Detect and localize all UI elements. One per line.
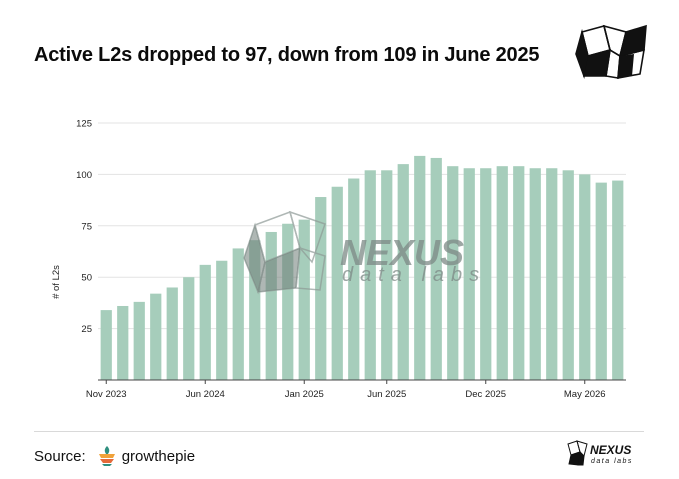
bar: Jul 2025: 108 — [430, 157, 442, 380]
bar: Jun 2026: 97 — [612, 180, 624, 380]
growthepie-logo-icon — [98, 446, 115, 466]
bar: Jan 2026: 103 — [529, 168, 541, 380]
watermark-brand: NEXUS — [340, 232, 464, 273]
bar: Nov 2025: 104 — [496, 166, 508, 380]
bar: Jun 2025: 109 — [414, 155, 426, 380]
chart-title: Active L2s dropped to 97, down from 109 … — [34, 44, 540, 66]
y-axis-label: # of L2s — [51, 265, 62, 299]
nexus-logo-icon — [575, 24, 647, 79]
x-tick-label: Dec 2025 — [465, 389, 506, 400]
footer-divider — [34, 431, 644, 432]
bar: Mar 2024: 45 — [166, 287, 178, 380]
footer-brand-sub: data labs — [591, 458, 633, 465]
watermark-sub: data labs — [342, 264, 486, 286]
bar: Oct 2025: 103 — [480, 168, 492, 380]
bar: Feb 2025: 98 — [348, 178, 360, 380]
x-tick-label: May 2026 — [564, 389, 606, 400]
bar: Mar 2026: 102 — [562, 170, 574, 380]
bar-chart: 25 50 75 100 125 Nov 2023: 34 Dec 2023: 36 Jan… — [51, 119, 626, 400]
footer-source: Source: growthepie — [34, 445, 195, 467]
bar: Jul 2024: 64 — [232, 248, 244, 380]
bar: Nov 2023: 34 — [100, 310, 112, 380]
footer-brand: NEXUS — [590, 443, 631, 457]
x-tick-label: Jun 2024 — [186, 389, 225, 400]
bar: Jan 2024: 38 — [133, 301, 145, 380]
bar: Dec 2025: 104 — [513, 166, 525, 380]
nexus-footer-logo: NEXUS data labs — [567, 440, 633, 466]
source-name[interactable]: growthepie — [121, 447, 196, 465]
bar: Feb 2026: 103 — [546, 168, 558, 380]
bar: Sep 2024: 72 — [265, 231, 277, 380]
bar: May 2025: 105 — [397, 164, 409, 380]
bar: Jun 2024: 58 — [216, 260, 228, 380]
bar: Sep 2025: 103 — [463, 168, 475, 380]
bar: May 2024: 56 — [199, 264, 211, 380]
bar: Jan 2025: 94 — [331, 186, 343, 380]
bar: Apr 2026: 100 — [579, 174, 591, 380]
x-tick-label: Jun 2025 — [367, 389, 406, 400]
y-tick-label: 100 — [76, 170, 92, 181]
axes: Nov 2023 Jun 2024 Jan 2025 Jun 2025 Dec 2025… — [86, 379, 626, 400]
bar: Mar 2025: 102 — [364, 170, 376, 380]
y-tick-label: 125 — [76, 119, 92, 130]
bar: Apr 2024: 50 — [183, 277, 195, 380]
bar: Dec 2023: 36 — [117, 305, 129, 380]
source-label: Source: — [34, 447, 86, 465]
bars: Nov 2023: 34 Dec 2023: 36 Jan 2024: 38 Feb … — [100, 155, 624, 380]
x-tick-label: Nov 2023 — [86, 389, 127, 400]
y-tick-label: 25 — [81, 324, 92, 335]
bar: Aug 2025: 104 — [447, 166, 459, 380]
y-tick-label: 50 — [81, 273, 92, 284]
bar: May 2026: 96 — [595, 182, 607, 380]
bar: Oct 2024: 76 — [282, 223, 294, 380]
bar: Aug 2024: 68 — [249, 240, 261, 380]
x-tick-label: Jan 2025 — [285, 389, 324, 400]
y-tick-label: 75 — [81, 221, 92, 232]
bar: Nov 2024: 78 — [298, 219, 310, 380]
nexus-watermark: NEXUS data labs — [243, 210, 486, 295]
bar: Feb 2024: 42 — [150, 293, 162, 380]
bar: Apr 2025: 102 — [381, 170, 393, 380]
